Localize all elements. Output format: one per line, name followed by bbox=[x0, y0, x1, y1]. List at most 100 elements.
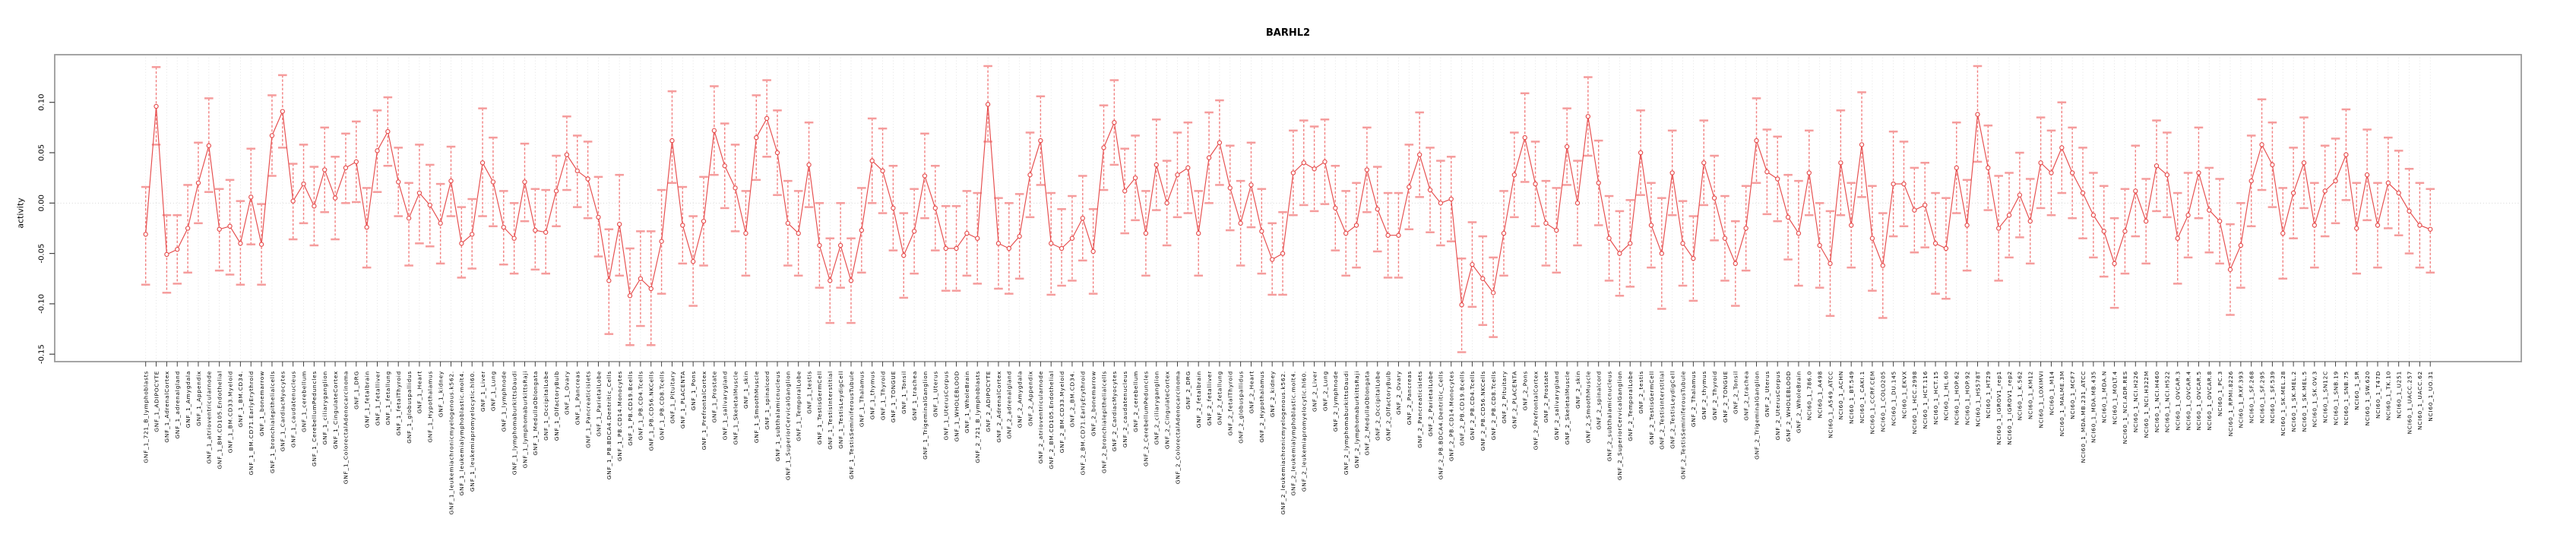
data-point-marker bbox=[427, 202, 432, 208]
data-point-marker bbox=[796, 230, 801, 236]
data-point-marker bbox=[2049, 170, 2054, 175]
data-point-marker bbox=[995, 241, 1002, 246]
data-point-marker bbox=[617, 221, 622, 227]
data-point-marker bbox=[774, 150, 780, 156]
data-point-marker bbox=[332, 195, 338, 201]
data-point-marker bbox=[869, 158, 875, 163]
x-category-label: GNF_2_Pancreaticislets bbox=[1416, 371, 1423, 448]
data-point-marker bbox=[1333, 205, 1338, 211]
x-category-label: GNF_1_MedullaOblongata bbox=[532, 371, 539, 455]
x-category-label: GNF_2_leukemiachronicmyelogenous.k562. bbox=[1280, 371, 1286, 514]
x-category-label: GNF_1_skin bbox=[742, 371, 749, 409]
data-point-marker bbox=[2248, 178, 2254, 184]
x-category-label: GNF_1_OccipitalLobe bbox=[543, 371, 549, 441]
data-point-marker bbox=[364, 224, 369, 230]
x-category-label: GNF_2_721_B_lymphoblasts bbox=[974, 371, 981, 463]
x-category-label: NCI60_1_K.562 bbox=[2017, 371, 2024, 420]
x-category-label: GNF_1_Prostate bbox=[711, 371, 718, 423]
x-category-label: GNF_1_testis bbox=[805, 371, 812, 414]
data-point-marker bbox=[880, 168, 885, 174]
data-point-marker bbox=[1554, 227, 1559, 233]
x-category-label: GNF_1_PB.CD8.Tcells bbox=[658, 371, 665, 440]
x-category-label: NCI60_1_SNB.75 bbox=[2343, 371, 2350, 425]
y-tick-label: 0.05 bbox=[38, 144, 46, 161]
data-point-marker bbox=[2059, 145, 2065, 150]
data-point-marker bbox=[932, 205, 938, 211]
data-point-marker bbox=[2101, 229, 2106, 234]
data-point-marker bbox=[353, 159, 359, 165]
x-category-label: GNF_1_bonemarrow bbox=[258, 371, 265, 436]
x-category-label: NCI60_1_NCI.H460 bbox=[2154, 371, 2160, 432]
x-category-label: GNF_1_salivarygland bbox=[722, 371, 729, 440]
data-point-marker bbox=[1459, 302, 1464, 308]
x-category-label: GNF_1_PLACENTA bbox=[679, 371, 686, 428]
x-category-label: GNF_2_SkeletalMuscle bbox=[1564, 371, 1571, 445]
x-category-label: GNF_2_WholeBrain bbox=[1796, 371, 1802, 433]
data-point-marker bbox=[258, 242, 264, 247]
data-point-marker bbox=[2375, 223, 2381, 228]
data-point-marker bbox=[164, 251, 169, 258]
x-category-label: GNF_1_WHOLEBLOOD bbox=[953, 371, 960, 441]
data-point-marker bbox=[1248, 182, 1254, 188]
x-category-label: GNF_1_atrioventricularnode bbox=[206, 371, 213, 463]
x-category-label: GNF_2_leukemiapromyelocytic.hl60. bbox=[1301, 371, 1308, 492]
x-category-label: GNF_1_Thyroid bbox=[879, 371, 886, 420]
x-category-label: NCI60_1_HT29 bbox=[1985, 371, 1992, 419]
data-point-marker bbox=[828, 278, 833, 283]
data-point-marker bbox=[817, 242, 822, 248]
data-point-marker bbox=[1290, 170, 1296, 175]
data-point-marker bbox=[406, 216, 412, 221]
x-category-label: NCI60_1_UACC.257 bbox=[2406, 371, 2413, 434]
x-category-label: GNF_2_Ovary bbox=[1395, 371, 1402, 415]
x-category-label: GNF_1_cerebellum bbox=[300, 371, 307, 432]
x-category-label: GNF_2_testis bbox=[1638, 371, 1644, 414]
x-category-label: NCI60_1_SK.MEL.28 bbox=[2280, 371, 2286, 436]
data-point-marker bbox=[195, 180, 201, 185]
data-point-marker bbox=[416, 190, 422, 196]
x-category-label: GNF_2_UterusCorpus bbox=[1774, 371, 1781, 440]
x-category-label: GNF_2_TONGUE bbox=[1722, 371, 1729, 422]
data-point-marker bbox=[2301, 160, 2307, 166]
x-category-label: GNF_2_ParietalLobe bbox=[1427, 371, 1434, 437]
data-point-marker bbox=[143, 232, 148, 237]
data-point-marker bbox=[1806, 170, 1812, 175]
data-point-marker bbox=[1427, 187, 1433, 193]
x-category-label: NCI60_1_LOXIMVI bbox=[2037, 371, 2044, 428]
data-point-marker bbox=[722, 163, 727, 169]
data-point-marker bbox=[1932, 241, 1938, 246]
data-point-marker bbox=[1027, 172, 1033, 178]
x-category-label: NCI60_1_MDA.MB.231_ATCC bbox=[2080, 371, 2087, 463]
x-category-label: GNF_2_salivarygland bbox=[1553, 371, 1560, 440]
x-category-label: GNF_2_Appendix bbox=[1027, 371, 1033, 426]
data-point-marker bbox=[1648, 223, 1654, 228]
x-category-label: NCI60_1_ACHN bbox=[1837, 371, 1844, 420]
data-point-marker bbox=[2227, 267, 2233, 272]
x-category-label: GNF_2_PB.CD14.Monocytes bbox=[1448, 371, 1455, 461]
data-point-marker bbox=[1006, 245, 1011, 251]
data-point-marker bbox=[1280, 251, 1286, 256]
data-point-marker bbox=[806, 162, 812, 168]
data-point-marker bbox=[280, 109, 285, 114]
data-point-marker bbox=[1259, 229, 1264, 234]
data-point-marker bbox=[891, 205, 896, 211]
x-category-label: NCI60_1_OVCAR.3 bbox=[2175, 371, 2182, 431]
x-category-label: GNF_2_lymphomaburkittsDaudi bbox=[1343, 371, 1350, 475]
data-point-marker bbox=[2175, 236, 2180, 241]
x-category-label: GNF_2_fetalThyroid bbox=[1227, 371, 1234, 435]
data-point-marker bbox=[490, 179, 496, 185]
x-category-label: NCI60_1_T47D bbox=[2375, 371, 2381, 419]
data-point-marker bbox=[1416, 152, 1422, 157]
data-point-marker bbox=[1585, 114, 1591, 119]
x-category-label: GNF_1_BM.CD34. bbox=[237, 371, 244, 428]
data-point-marker bbox=[1090, 248, 1096, 255]
x-category-label: NCI60_1_OVCAR.8 bbox=[2206, 371, 2213, 431]
x-category-label: GNF_2_TestisInterstitial bbox=[1659, 371, 1666, 450]
x-category-label: GNF_1_TestisGermCell bbox=[816, 371, 823, 444]
x-category-label: GNF_1_BM.CD105.Endothelial bbox=[216, 371, 223, 470]
x-category-label: GNF_2_AdrenalCortex bbox=[995, 371, 1002, 443]
data-point-marker bbox=[153, 103, 159, 109]
x-category-label: NCI60_1_KM12 bbox=[2027, 371, 2034, 419]
x-category-label: GNF_2_Tonsil bbox=[1733, 371, 1739, 414]
